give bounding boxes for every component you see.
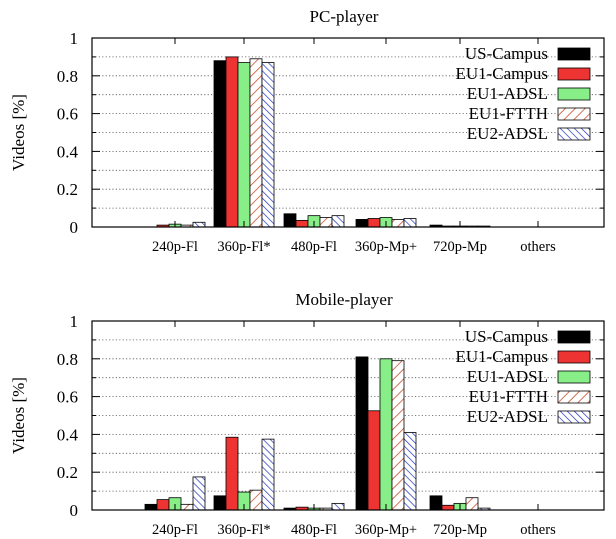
legend-label: EU1-Campus <box>455 347 548 366</box>
legend-label: EU1-Campus <box>455 64 548 83</box>
bars <box>156 56 491 228</box>
y-tick-label: 0.6 <box>57 388 78 407</box>
gridlines <box>92 37 604 228</box>
chart-panel-1: 0 0.2 0.4 0.6 0.8 1 240p-Fl 360p-Fl* 480p-Fl 360p… <box>9 7 605 255</box>
y-axis-label: Videos [%] <box>9 377 28 454</box>
bar-eu1-ftth-360pmp <box>391 219 405 228</box>
y-tick-label: 0 <box>70 501 79 520</box>
bar-eu1-ftth-360pfl <box>249 58 263 228</box>
bar-eu1-campus-360pmp <box>367 410 381 511</box>
x-tick-label: 360p-Mp+ <box>355 522 417 538</box>
x-tick-label: others <box>520 239 556 255</box>
x-tick-label: others <box>520 522 556 538</box>
x-tick-label: 240p-Fl <box>152 522 198 538</box>
legend-swatch <box>557 67 591 81</box>
y-tick-label: 0.8 <box>57 350 78 369</box>
plot-frame <box>91 320 605 511</box>
bar-eu1-campus-720pmp <box>441 504 455 511</box>
bar-eu1-ftth-720pmp <box>465 497 479 511</box>
bar-us-campus-480pfl <box>283 213 297 228</box>
bar-eu1-campus-360pfl <box>225 56 239 228</box>
bar-us-campus-360pmp <box>355 219 369 228</box>
legend-swatch <box>557 350 591 364</box>
y-tick-label: 1 <box>70 312 79 331</box>
legend-label: EU1-FTTH <box>469 104 548 123</box>
chart-title: Mobile-player <box>295 290 393 309</box>
y-tick-label: 1 <box>70 29 79 48</box>
bar-eu2-adsl-240pfl <box>192 476 206 511</box>
legend-swatch <box>557 107 591 121</box>
bar-eu1-campus-360pfl <box>225 436 239 511</box>
legend-label: EU1-FTTH <box>469 387 548 406</box>
legend-swatch <box>557 127 591 141</box>
legend-label: EU1-ADSL <box>467 84 548 103</box>
y-tick-label: 0.4 <box>57 142 79 161</box>
bar-eu1-ftth-480pfl <box>319 217 333 228</box>
bar-us-campus-720pmp <box>429 495 443 511</box>
y-axis-label: Videos [%] <box>9 94 28 171</box>
legend-label: US-Campus <box>465 327 548 346</box>
gridlines <box>92 320 604 511</box>
legend-swatch <box>557 410 591 424</box>
x-tick-label: 360p-Mp+ <box>355 239 417 255</box>
bar-eu2-adsl-360pfl <box>261 438 275 511</box>
y-tick-label: 0.8 <box>57 67 78 86</box>
bar-eu2-adsl-240pfl <box>192 221 206 228</box>
bar-eu2-adsl-480pfl <box>331 502 345 511</box>
y-tick-label: 0.2 <box>57 180 78 199</box>
chart-panel-2: 0 0.2 0.4 0.6 0.8 1 240p-Fl 360p-Fl* 480p-Fl 360p… <box>9 290 605 538</box>
legend-label: EU2-ADSL <box>467 124 548 143</box>
bar-eu1-adsl-360pmp <box>379 358 393 511</box>
legend: US-CampusEU1-CampusEU1-ADSLEU1-FTTHEU2-A… <box>455 44 591 143</box>
legend-swatch <box>557 87 591 101</box>
y-tick-label: 0.6 <box>57 105 78 124</box>
legend: US-CampusEU1-CampusEU1-ADSLEU1-FTTHEU2-A… <box>455 327 591 426</box>
legend-label: US-Campus <box>465 44 548 63</box>
legend-label: EU2-ADSL <box>467 407 548 426</box>
x-tick-label: 480p-Fl <box>291 522 337 538</box>
legend-swatch <box>557 370 591 384</box>
bar-us-campus-240pfl <box>144 503 158 511</box>
bar-eu1-campus-360pmp <box>367 218 381 228</box>
legend-swatch <box>557 330 591 344</box>
legend-swatch <box>557 390 591 404</box>
bar-eu2-adsl-360pfl <box>261 62 275 228</box>
y-tick-label: 0 <box>70 218 79 237</box>
plot-frame <box>91 37 605 228</box>
y-tick-label: 0.2 <box>57 463 78 482</box>
bar-eu2-adsl-360pmp <box>403 218 417 228</box>
bar-us-campus-360pmp <box>355 356 369 511</box>
bar-us-campus-360pfl <box>213 60 227 228</box>
bar-us-campus-360pfl <box>213 495 227 511</box>
bar-eu1-campus-240pfl <box>156 499 170 511</box>
x-tick-label: 720p-Mp <box>433 522 487 538</box>
bars <box>144 356 491 511</box>
bar-eu1-ftth-360pfl <box>249 489 263 511</box>
x-tick-label: 240p-Fl <box>152 239 198 255</box>
bar-eu1-ftth-360pmp <box>391 360 405 511</box>
legend-swatch <box>557 47 591 61</box>
x-tick-label: 720p-Mp <box>433 239 487 255</box>
x-tick-label: 480p-Fl <box>291 239 337 255</box>
legend-label: EU1-ADSL <box>467 367 548 386</box>
x-tick-label: 360p-Fl* <box>217 522 270 538</box>
bar-eu2-adsl-360pmp <box>403 432 417 511</box>
bar-eu1-ftth-240pfl <box>180 503 194 511</box>
y-tick-label: 0.4 <box>57 425 79 444</box>
chart-title: PC-player <box>310 7 379 26</box>
x-tick-label: 360p-Fl* <box>217 239 270 255</box>
bar-eu1-campus-480pfl <box>295 219 309 228</box>
bar-eu1-adsl-360pfl <box>237 62 251 228</box>
bar-eu2-adsl-480pfl <box>331 215 345 228</box>
